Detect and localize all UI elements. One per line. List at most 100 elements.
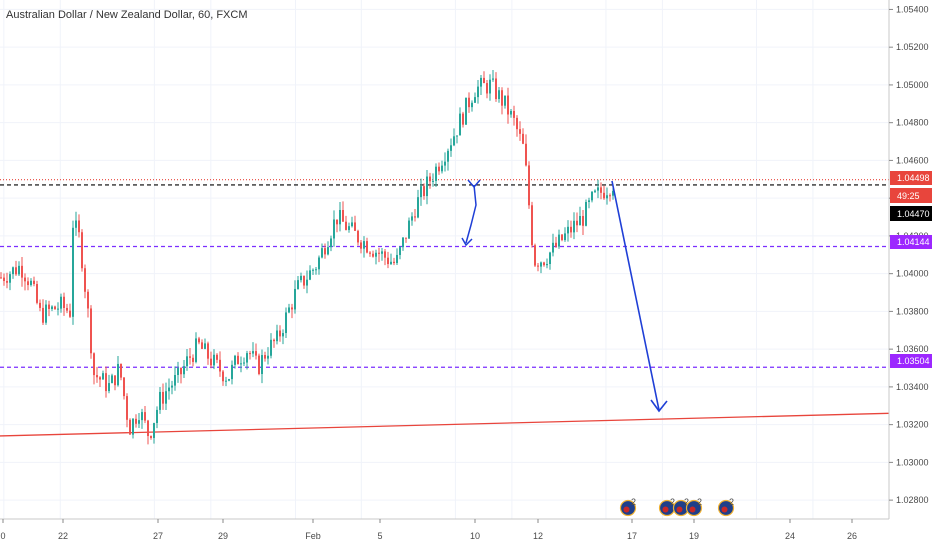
candle — [486, 79, 488, 99]
candle-body — [192, 357, 194, 362]
candle — [60, 293, 62, 313]
candle-body — [465, 97, 467, 125]
candle — [330, 235, 332, 252]
candle-body — [495, 78, 497, 100]
candle — [276, 324, 278, 345]
countdown-tag: 49:25 — [890, 188, 932, 203]
candle — [480, 75, 482, 95]
candle — [207, 341, 209, 365]
candle-body — [393, 261, 395, 264]
candle — [81, 229, 83, 272]
event-badge[interactable]: 2 — [619, 497, 637, 517]
candle-body — [255, 351, 257, 356]
candle-body — [210, 358, 212, 366]
candle — [189, 348, 191, 365]
candle-body — [576, 220, 578, 226]
candle-body — [48, 304, 50, 309]
candle — [183, 359, 185, 378]
candle — [387, 251, 389, 269]
candle-body — [363, 241, 365, 249]
candle-body — [336, 219, 338, 225]
price-tags: 1.04498 49:25 1.04470 1.04144 1.03504 — [890, 171, 932, 368]
candle — [63, 292, 65, 316]
candle — [258, 353, 260, 376]
candle-body — [216, 354, 218, 360]
candle-body — [228, 379, 230, 381]
candle-body — [183, 366, 185, 375]
candle-body — [450, 145, 452, 151]
candle — [273, 338, 275, 348]
candle — [348, 222, 350, 233]
candle — [84, 264, 86, 299]
candle — [33, 276, 35, 287]
candle — [48, 300, 50, 317]
event-badge[interactable]: 2 — [672, 497, 690, 517]
candle-body — [54, 306, 56, 310]
bid-price-tag-bg — [890, 206, 932, 221]
candle-body — [429, 176, 431, 182]
candle — [468, 92, 470, 113]
candle-body — [579, 216, 581, 226]
candle-body — [39, 302, 41, 308]
candle-body — [57, 308, 59, 310]
candle-body — [405, 237, 407, 239]
candle — [315, 266, 317, 275]
price-axis[interactable]: 1.05400 1.05200 1.05000 1.04800 1.04600 1.044… — [888, 0, 932, 550]
candle — [282, 329, 284, 345]
y-tick-label: 1.03200 — [896, 420, 929, 430]
candle — [378, 247, 380, 263]
candle — [225, 376, 227, 387]
candle — [240, 356, 242, 373]
countdown-tag-label: 49:25 — [897, 191, 920, 201]
candle — [102, 370, 104, 380]
candle — [582, 209, 584, 236]
event-badge[interactable]: 2 — [685, 497, 703, 517]
candle — [177, 361, 179, 383]
candle — [333, 210, 335, 247]
candle-body — [501, 90, 503, 106]
candle-body — [3, 277, 5, 282]
candle-body — [360, 242, 362, 249]
candle-body — [534, 245, 536, 266]
candle-body — [387, 257, 389, 265]
candle-body — [291, 307, 293, 310]
candle-body — [426, 176, 428, 197]
candle — [519, 121, 521, 141]
candle-body — [435, 166, 437, 181]
candle-body — [417, 197, 419, 218]
candle — [342, 201, 344, 222]
candle-body — [480, 77, 482, 87]
candle-body — [42, 307, 44, 323]
candle — [327, 241, 329, 256]
event-badge[interactable]: 2 — [717, 497, 735, 517]
candle — [570, 220, 572, 238]
candle — [87, 289, 89, 318]
time-axis[interactable]: 0 22 27 29 Feb 5 10 12 17 19 24 26 — [0, 518, 932, 550]
y-tick-label: 1.02800 — [896, 495, 929, 505]
candle-body — [564, 233, 566, 241]
candle — [612, 188, 614, 200]
candle-body — [519, 129, 521, 134]
candle — [108, 374, 110, 394]
candle — [111, 373, 113, 384]
candle-body — [237, 355, 239, 365]
candle-body — [396, 254, 398, 264]
candle-body — [189, 356, 191, 358]
candle — [243, 357, 245, 366]
candle — [360, 240, 362, 254]
candle-body — [540, 262, 542, 267]
candle-body — [444, 161, 446, 166]
candle — [42, 299, 44, 325]
candle — [174, 366, 176, 391]
arrow-head-up — [467, 179, 481, 189]
x-tick-label: 27 — [153, 531, 163, 541]
candle — [516, 115, 518, 137]
candle — [237, 352, 239, 365]
candle-body — [78, 220, 80, 233]
candle — [39, 299, 41, 312]
candle — [336, 219, 338, 233]
candle-body — [315, 269, 317, 271]
